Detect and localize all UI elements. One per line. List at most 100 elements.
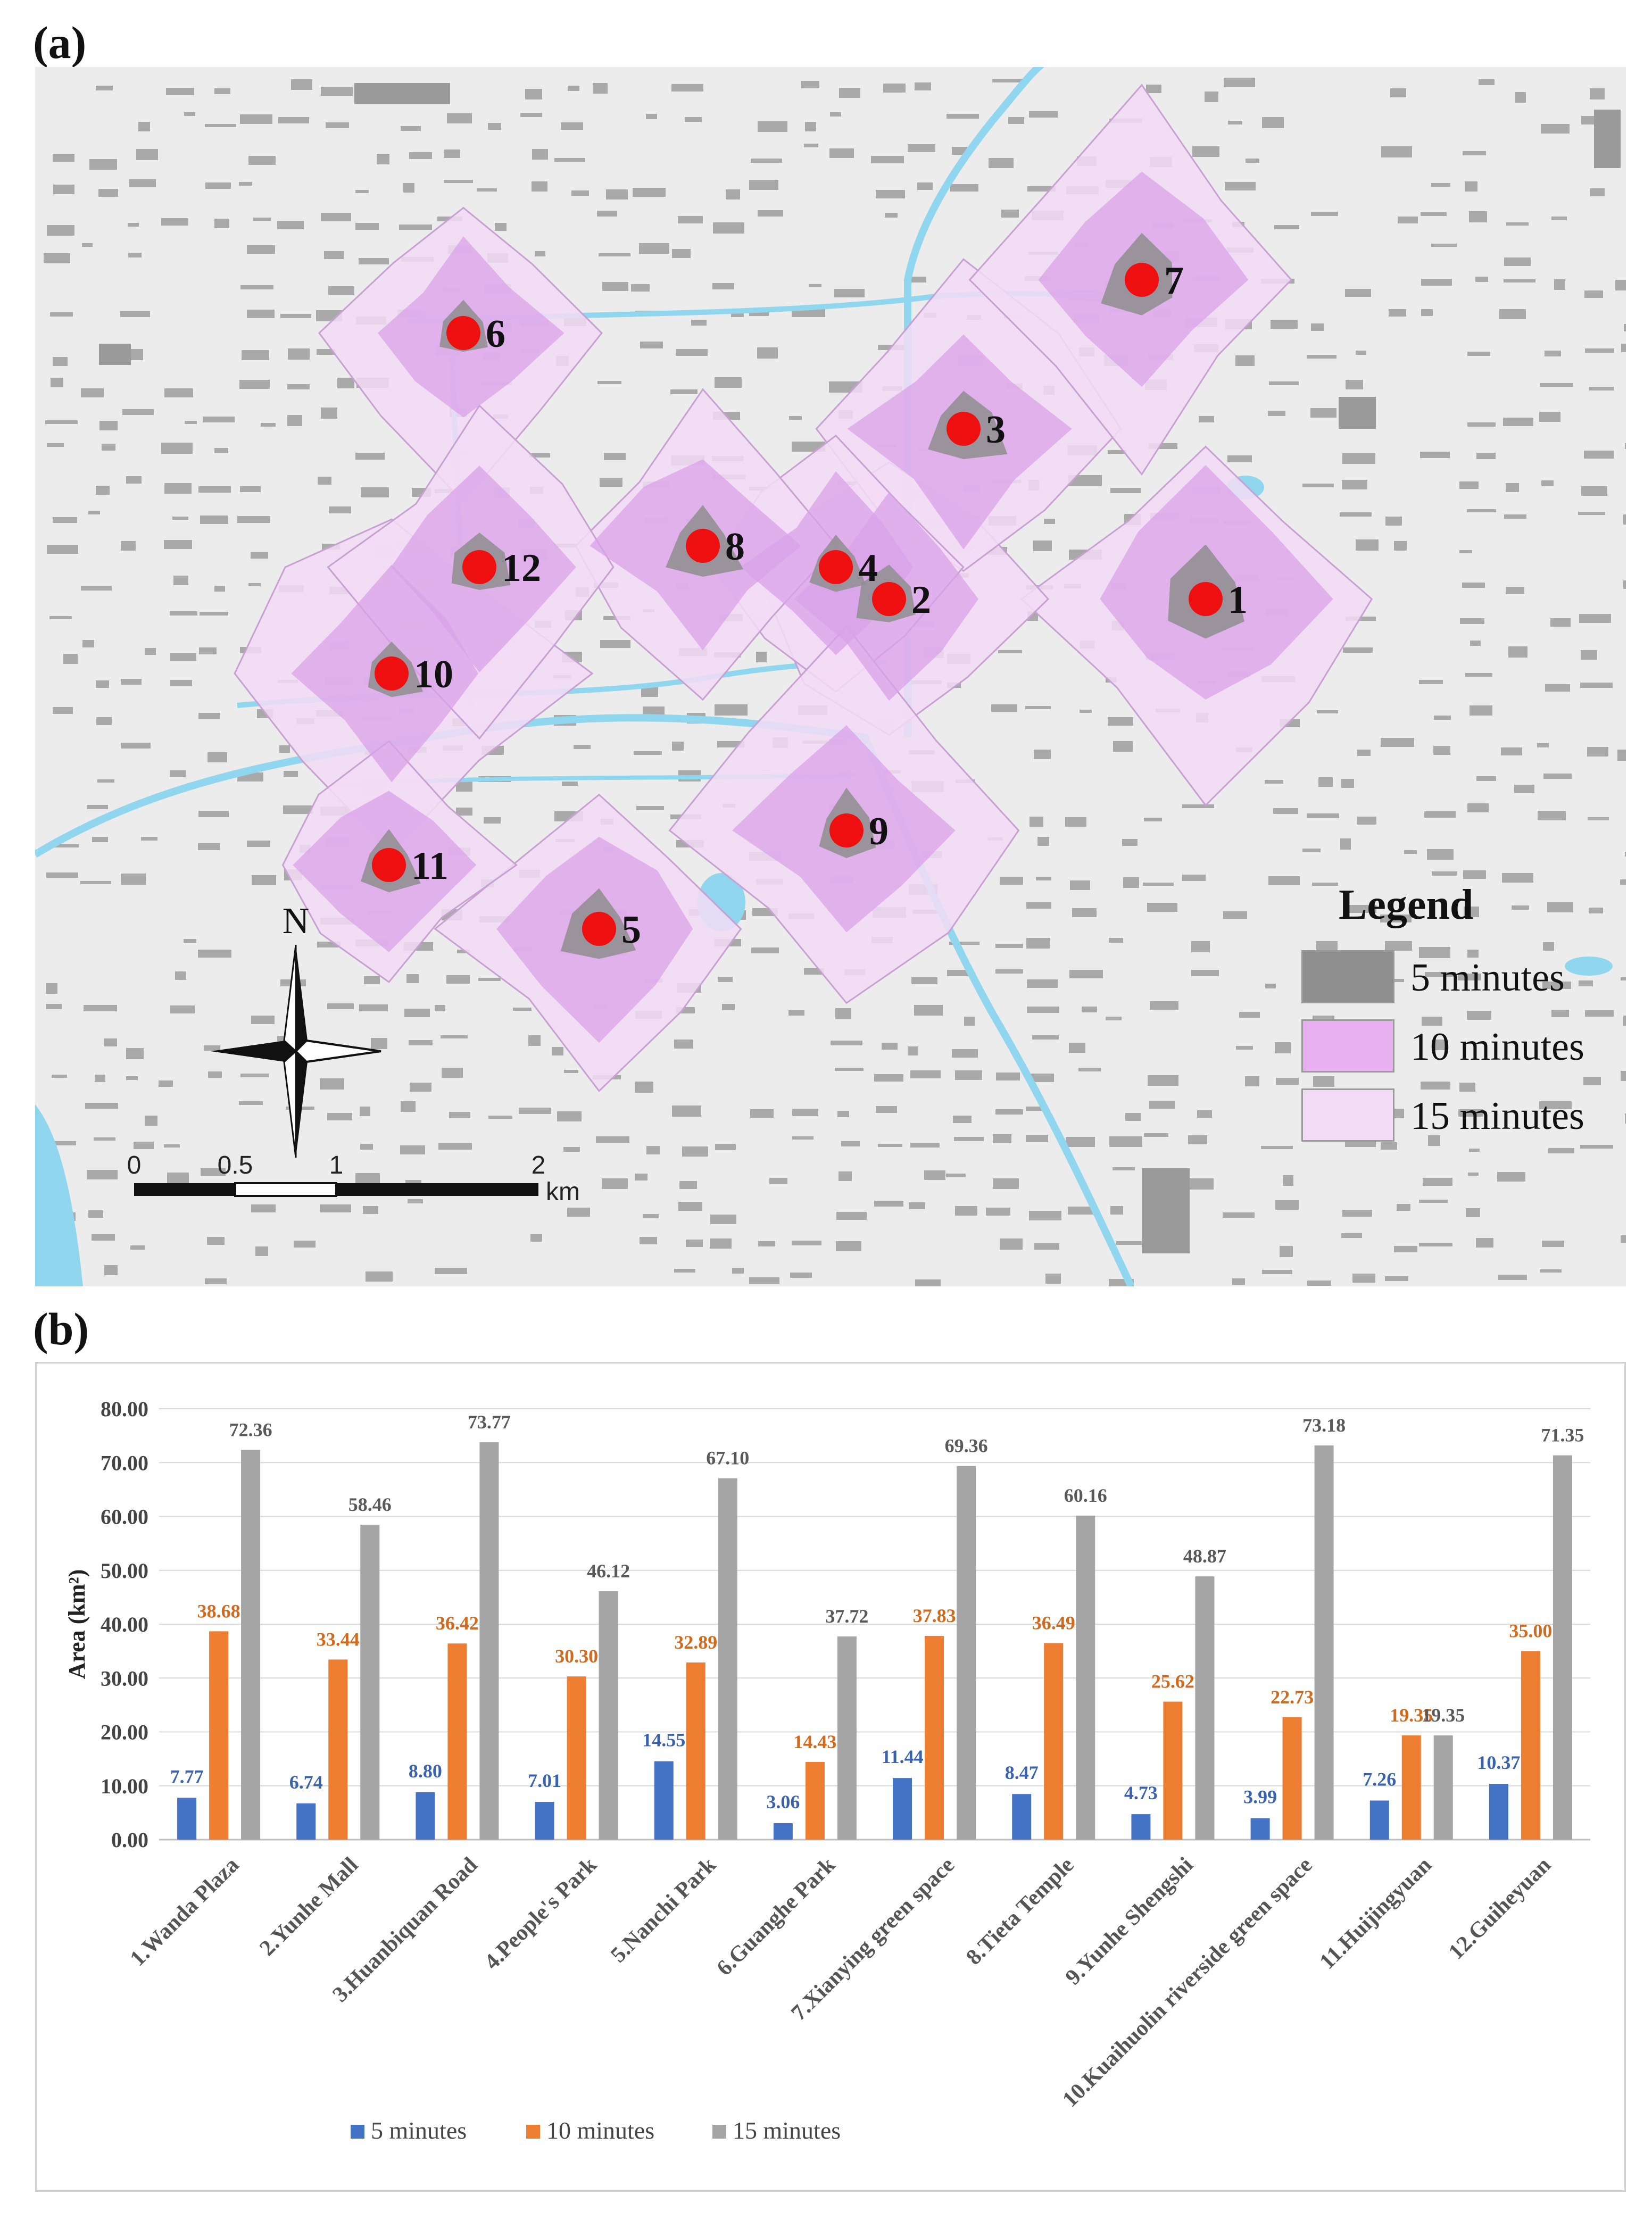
building <box>1543 774 1572 779</box>
building <box>167 1173 189 1184</box>
bar-1-2 <box>447 1643 467 1840</box>
poi-marker-10 <box>375 656 409 691</box>
poi-label-5: 5 <box>621 908 641 952</box>
data-label: 7.01 <box>528 1770 561 1791</box>
building <box>136 149 158 160</box>
building <box>46 872 78 878</box>
building <box>399 225 432 230</box>
building <box>82 243 93 247</box>
building <box>1183 1178 1214 1190</box>
building <box>1504 514 1526 519</box>
building <box>670 389 698 394</box>
poi-marker-1 <box>1189 582 1223 616</box>
building <box>1514 785 1534 793</box>
building <box>792 1241 821 1245</box>
building <box>277 221 304 229</box>
building <box>1621 977 1626 980</box>
building <box>53 517 77 523</box>
building <box>1025 706 1051 709</box>
building <box>915 82 931 90</box>
building <box>205 182 231 189</box>
building <box>1283 1175 1293 1186</box>
data-label: 32.89 <box>674 1632 717 1653</box>
building <box>1341 1233 1362 1238</box>
bar-1-9 <box>1282 1717 1302 1840</box>
building <box>955 1070 982 1080</box>
building <box>207 1237 225 1245</box>
building <box>600 478 622 487</box>
building <box>758 210 783 217</box>
building <box>1144 818 1162 821</box>
y-tick-labels: 0.00 10.00 20.00 30.00 40.00 50.00 60.00 70.00 8… <box>101 1397 148 1852</box>
building <box>1580 683 1613 688</box>
chart-legend-swatch-5-minutes <box>351 2125 364 2139</box>
building <box>732 1268 744 1274</box>
building <box>1578 512 1605 515</box>
building <box>200 612 228 616</box>
building <box>1541 480 1554 486</box>
pond <box>1565 957 1613 976</box>
building <box>1394 541 1407 551</box>
building <box>1239 1012 1260 1018</box>
building <box>52 1075 67 1078</box>
building <box>321 408 337 419</box>
building <box>672 742 684 751</box>
y-tick-label: 50.00 <box>101 1559 148 1583</box>
building <box>535 251 545 256</box>
building <box>635 1082 653 1093</box>
scale-label-0-5: 0.5 <box>218 1151 253 1179</box>
building <box>49 844 79 847</box>
building <box>205 124 236 127</box>
building <box>878 1144 902 1147</box>
building <box>1459 1083 1475 1092</box>
building <box>1548 1148 1574 1153</box>
building <box>751 159 782 163</box>
building <box>1342 453 1375 464</box>
legend-swatch-10-minutes <box>1301 1019 1394 1073</box>
building <box>355 1173 380 1184</box>
building <box>1625 852 1626 857</box>
building <box>359 258 389 264</box>
building <box>1541 124 1570 134</box>
building <box>321 213 351 221</box>
building <box>1197 1110 1212 1118</box>
building <box>248 583 261 586</box>
building <box>126 476 142 484</box>
building <box>1427 849 1454 860</box>
building <box>324 251 344 259</box>
building <box>47 225 74 236</box>
building <box>953 1116 972 1123</box>
building <box>1390 88 1406 97</box>
building <box>198 950 231 958</box>
building <box>1223 911 1247 919</box>
building <box>104 1038 117 1046</box>
north-label: N <box>283 901 310 942</box>
y-tick-label: 80.00 <box>101 1397 148 1421</box>
building <box>1623 580 1626 589</box>
bar-1-5 <box>805 1761 825 1840</box>
building <box>1479 79 1495 85</box>
building <box>1585 1010 1614 1017</box>
building <box>207 752 227 762</box>
building <box>1385 941 1412 951</box>
building <box>47 545 78 554</box>
building <box>1617 750 1626 761</box>
building <box>1508 646 1528 658</box>
building <box>1506 222 1529 226</box>
poi-marker-4 <box>819 550 853 584</box>
building <box>457 950 470 953</box>
building <box>640 342 663 348</box>
building <box>952 1049 978 1058</box>
building <box>1467 422 1496 427</box>
building <box>80 881 111 884</box>
building <box>1434 716 1451 720</box>
x-tick-label: 5.Nanchi Park <box>606 1852 721 1967</box>
building <box>641 687 658 697</box>
building <box>1385 1276 1408 1281</box>
building <box>1431 244 1457 247</box>
building <box>1275 1200 1299 1210</box>
bar-1-0 <box>209 1631 229 1840</box>
building <box>145 648 156 655</box>
building <box>1276 1078 1299 1085</box>
